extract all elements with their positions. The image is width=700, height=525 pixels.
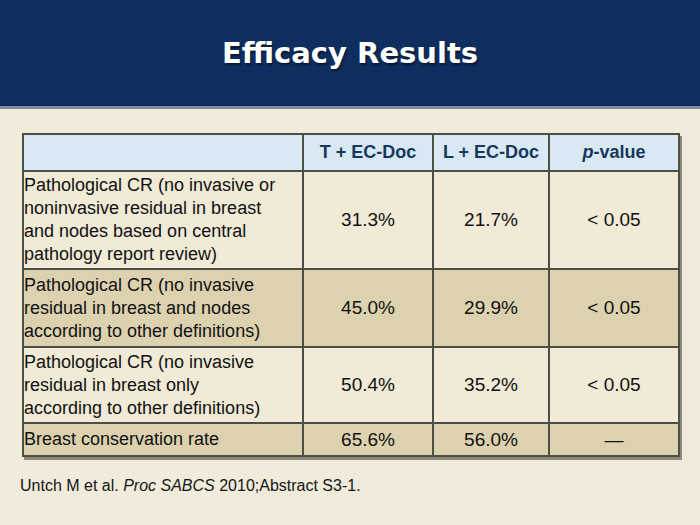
efficacy-results-table: T + EC-Doc L + EC-Doc p-value Pathologic… [22,133,680,457]
citation-prefix: Untch M et al. [20,477,123,494]
table-row: Breast conservation rate 65.6% 56.0% — [23,423,679,456]
p-value-rest: -value [593,142,645,162]
cell-t-ec-doc: 65.6% [303,423,433,456]
row-label-pcr-breast-only: Pathological CR (no invasive residual in… [23,347,303,423]
header-t-ec-doc: T + EC-Doc [303,134,433,171]
citation-source-italic: Proc SABCS [123,477,215,494]
citation: Untch M et al. Proc SABCS 2010;Abstract … [20,477,361,495]
cell-l-ec-doc: 35.2% [433,347,549,423]
cell-l-ec-doc: 21.7% [433,171,549,269]
cell-p-value: < 0.05 [549,269,679,347]
p-value-italic-p: p [582,142,593,162]
cell-t-ec-doc: 50.4% [303,347,433,423]
row-label-breast-conservation: Breast conservation rate [23,423,303,456]
row-label-pcr-breast-nodes: Pathological CR (no invasive residual in… [23,269,303,347]
table-row: Pathological CR (no invasive residual in… [23,347,679,423]
page-title: Efficacy Results [222,36,478,70]
cell-l-ec-doc: 56.0% [433,423,549,456]
cell-p-value: < 0.05 [549,347,679,423]
table-row: Pathological CR (no invasive or noninvas… [23,171,679,269]
citation-suffix: 2010;Abstract S3-1. [215,477,361,494]
row-label-pcr-central: Pathological CR (no invasive or noninvas… [23,171,303,269]
header-empty-cell [23,134,303,171]
cell-p-value: — [549,423,679,456]
table-header-row: T + EC-Doc L + EC-Doc p-value [23,134,679,171]
cell-t-ec-doc: 31.3% [303,171,433,269]
title-band: Efficacy Results [0,0,700,109]
header-p-value: p-value [549,134,679,171]
header-l-ec-doc: L + EC-Doc [433,134,549,171]
cell-l-ec-doc: 29.9% [433,269,549,347]
table-row: Pathological CR (no invasive residual in… [23,269,679,347]
cell-p-value: < 0.05 [549,171,679,269]
cell-t-ec-doc: 45.0% [303,269,433,347]
